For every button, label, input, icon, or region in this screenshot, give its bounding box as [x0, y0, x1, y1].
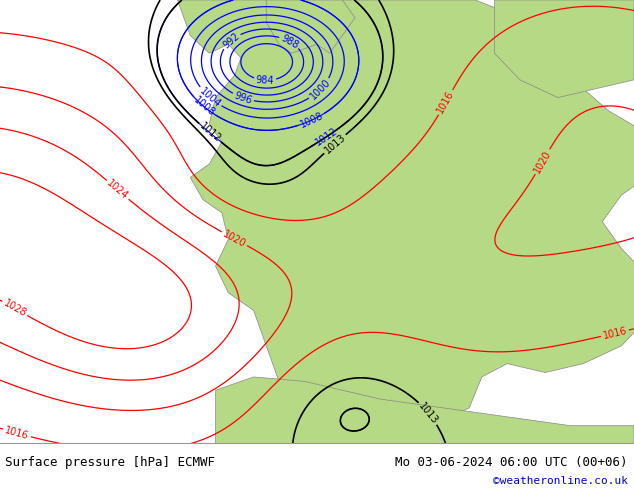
Text: 1008: 1008 — [191, 95, 217, 119]
Text: 1016: 1016 — [436, 89, 456, 116]
Text: 984: 984 — [256, 75, 275, 86]
Polygon shape — [266, 0, 355, 53]
Polygon shape — [178, 0, 634, 435]
Text: 1028: 1028 — [1, 298, 28, 319]
Polygon shape — [495, 0, 634, 98]
Text: 1000: 1000 — [308, 77, 332, 101]
Text: 1013: 1013 — [417, 400, 440, 426]
Text: 1012: 1012 — [197, 121, 223, 145]
Text: Mo 03-06-2024 06:00 UTC (00+06): Mo 03-06-2024 06:00 UTC (00+06) — [395, 457, 628, 469]
Text: ©weatheronline.co.uk: ©weatheronline.co.uk — [493, 476, 628, 486]
Text: 1024: 1024 — [105, 178, 131, 202]
Text: 1013: 1013 — [322, 132, 347, 156]
Text: 1004: 1004 — [197, 86, 223, 109]
Text: 1012: 1012 — [314, 126, 340, 147]
Polygon shape — [216, 377, 634, 443]
Text: 1016: 1016 — [4, 425, 30, 441]
Text: 1020: 1020 — [532, 148, 553, 175]
Text: 1020: 1020 — [221, 228, 248, 249]
Text: 1008: 1008 — [299, 110, 325, 130]
Text: 992: 992 — [221, 31, 242, 50]
Text: Surface pressure [hPa] ECMWF: Surface pressure [hPa] ECMWF — [5, 457, 215, 469]
Text: 1016: 1016 — [602, 326, 628, 341]
Text: 988: 988 — [279, 33, 300, 50]
Text: 996: 996 — [233, 90, 254, 106]
